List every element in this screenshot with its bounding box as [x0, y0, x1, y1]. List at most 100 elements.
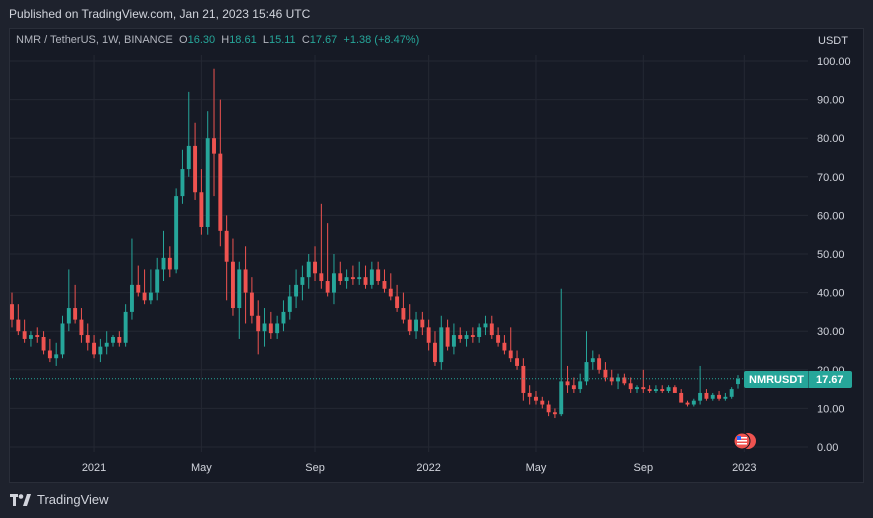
candle: [66, 269, 71, 332]
candle: [395, 284, 400, 312]
candle: [332, 254, 336, 305]
candle: [401, 292, 406, 324]
candle: [129, 238, 134, 320]
candle-body: [401, 308, 406, 320]
y-tick-label: 70.00: [817, 172, 845, 184]
candle: [344, 269, 349, 289]
y-tick-label: 80.00: [817, 133, 845, 145]
candle: [199, 169, 204, 235]
candle: [433, 331, 437, 366]
candle-body: [60, 323, 65, 355]
candle: [458, 327, 463, 343]
candle-body: [414, 319, 418, 332]
candle-body: [641, 387, 646, 390]
candle: [546, 400, 551, 417]
flag-icon[interactable]: [733, 432, 756, 450]
candle-body: [224, 230, 229, 262]
candle: [148, 269, 153, 305]
candle: [60, 315, 65, 359]
candle-body: [717, 394, 722, 399]
candle-body: [470, 335, 475, 337]
candle-body: [635, 387, 639, 390]
y-axis: 100.00 90.00 80.00 70.00 60.00 50.00 40.00 30.0…: [817, 56, 851, 454]
candle: [243, 246, 248, 324]
y-tick-label: 10.00: [817, 403, 845, 415]
currency-label: USDT: [818, 35, 848, 47]
candle-body: [363, 277, 368, 285]
candle: [363, 265, 368, 289]
candle: [167, 246, 172, 278]
candle: [559, 288, 564, 417]
candle: [527, 385, 532, 405]
candle-body: [186, 145, 191, 170]
candle: [534, 391, 538, 405]
candle-body: [439, 327, 444, 363]
y-tick-label: 100.00: [817, 56, 851, 68]
x-tick-label: May: [191, 462, 212, 474]
candle-body: [73, 308, 78, 320]
candle: [578, 373, 583, 393]
open-value: 16.30: [187, 34, 216, 46]
candle: [306, 254, 311, 289]
candle-body: [287, 296, 292, 312]
candle: [489, 315, 494, 339]
candle: [439, 315, 444, 370]
candle-body: [338, 273, 343, 282]
candle: [10, 292, 14, 328]
candle: [98, 338, 103, 363]
candle-body: [256, 315, 261, 332]
candle-body: [527, 392, 532, 397]
x-tick-label: 2021: [82, 462, 106, 474]
candle: [16, 304, 21, 336]
candle-body: [376, 269, 381, 282]
candle-body: [729, 389, 734, 397]
candle: [590, 350, 595, 370]
candle-body: [622, 377, 627, 384]
low-value: 15.11: [268, 34, 296, 46]
candle: [300, 265, 305, 301]
candle-body: [458, 335, 463, 339]
candle-body: [85, 335, 90, 343]
candle: [161, 230, 166, 282]
candle: [414, 311, 418, 339]
candle-body: [218, 153, 223, 231]
candle: [54, 342, 59, 366]
candle-body: [350, 277, 355, 280]
candle: [508, 327, 513, 363]
candle: [237, 261, 242, 339]
candle-body: [382, 281, 387, 289]
candle-body: [559, 381, 564, 415]
candle: [186, 91, 191, 177]
chart-frame[interactable]: [9, 28, 864, 483]
footer-brand[interactable]: TradingView: [10, 492, 109, 507]
candle-body: [736, 378, 740, 385]
change-value: +1.38 (+8.47%): [343, 34, 420, 46]
candle: [325, 223, 330, 297]
close-value: 17.67: [309, 34, 338, 46]
candle-body: [54, 354, 59, 359]
candle: [609, 369, 614, 386]
candle: [224, 215, 229, 301]
candle-body: [193, 145, 198, 193]
candle: [85, 323, 90, 351]
candle-body: [155, 269, 160, 293]
candle: [597, 354, 602, 374]
candle: [622, 373, 627, 386]
candle: [635, 385, 639, 393]
candle-body: [306, 261, 311, 278]
candle-body: [578, 381, 583, 390]
candle: [142, 269, 147, 305]
candle: [666, 385, 671, 393]
candle-body: [407, 319, 412, 332]
x-axis: 2021 May Sep 2022 May Sep 2023: [82, 462, 757, 474]
symbol-label: NMR / TetherUS, 1W, BINANCE: [16, 34, 173, 46]
candle: [79, 308, 84, 343]
candle: [136, 265, 141, 297]
candle-body: [357, 277, 362, 280]
candle-body: [148, 292, 153, 301]
candle-body: [174, 196, 179, 270]
candle: [584, 331, 589, 386]
candle: [420, 311, 425, 336]
candle-body: [35, 335, 40, 337]
